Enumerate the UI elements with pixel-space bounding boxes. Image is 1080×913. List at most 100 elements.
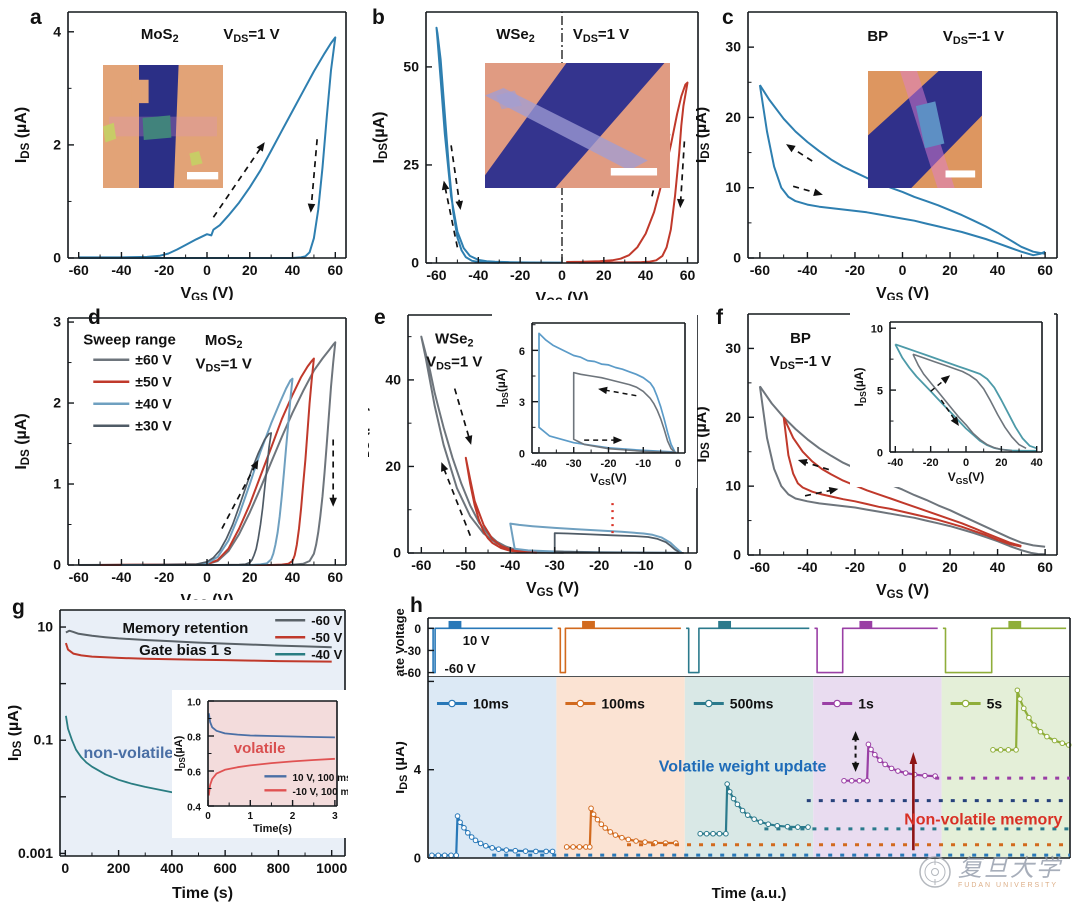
svg-text:6: 6 [519, 346, 525, 358]
svg-text:-40: -40 [468, 267, 488, 283]
chart-svg: 0 1 2 3 0.4 0.6 0.8 1.0 Time(s) IDS(µA) volatile 10… [173, 698, 355, 836]
svg-text:0: 0 [675, 458, 681, 470]
svg-text:-40: -40 [500, 557, 520, 573]
svg-text:2: 2 [53, 136, 61, 152]
svg-text:-60: -60 [750, 262, 770, 278]
svg-text:0: 0 [519, 449, 525, 461]
svg-text:0.4: 0.4 [187, 803, 201, 814]
svg-text:0: 0 [61, 860, 69, 876]
svg-text:IDS(µA): IDS(µA) [852, 368, 868, 407]
svg-text:20: 20 [942, 559, 958, 575]
svg-text:-50 V: -50 V [311, 630, 342, 645]
svg-text:MoS2: MoS2 [141, 26, 179, 45]
svg-text:IDS (µA): IDS (µA) [396, 741, 410, 794]
svg-text:2: 2 [290, 811, 296, 822]
svg-text:Gate Voltage: Gate Voltage [396, 608, 407, 677]
chart-svg: -60 -40 -20 0 20 40 60 0 10 20 30 VGS (V) IDS (µA) BP… [693, 313, 1058, 601]
svg-text:IDS (µA): IDS (µA) [8, 705, 24, 761]
chart-svg: -60-40-2002040600123VGS (V)IDS (µA)Sweep… [13, 314, 347, 611]
svg-text:40: 40 [385, 371, 401, 387]
panel-letter-g: g [12, 596, 25, 619]
panel-letter-a: a [30, 6, 42, 29]
svg-text:-60 V: -60 V [311, 613, 342, 628]
svg-text:60: 60 [1037, 559, 1053, 575]
svg-text:0: 0 [733, 250, 741, 266]
svg-text:500ms: 500ms [730, 695, 774, 711]
svg-text:-60: -60 [69, 569, 89, 585]
svg-text:VGS (V): VGS (V) [526, 580, 579, 599]
chart-svg: -40 -20 0 20 40 0 5 10 VGS(V) IDS(µA) [852, 321, 1043, 486]
chart-svg: -40 -30 -20 -10 0 0 3 6 VGS(V) IDS(µA) [494, 322, 686, 487]
svg-text:-60: -60 [411, 557, 431, 573]
panel-letter-h: h [410, 594, 423, 617]
svg-text:-40: -40 [531, 458, 547, 470]
panel-letter-b: b [372, 6, 385, 29]
chart-svg: -60 -40 -20 0 20 40 60 0 10 20 30 VGS (V) IDS (µA) BP… [693, 11, 1058, 304]
svg-text:0: 0 [393, 545, 401, 561]
watermark-english-text: FUDAN UNIVERSITY [958, 881, 1059, 889]
svg-text:-50: -50 [456, 557, 476, 573]
chart-svg: 0 -30 -60Gate Voltage 10 V -60 V [392, 608, 1071, 687]
svg-text:IDS(µA): IDS(µA) [173, 735, 187, 771]
svg-text:40: 40 [638, 267, 654, 283]
svg-text:1.0: 1.0 [187, 698, 201, 709]
svg-text:40: 40 [990, 262, 1006, 278]
svg-text:10: 10 [37, 619, 53, 635]
svg-text:60: 60 [328, 569, 344, 585]
svg-text:50: 50 [403, 58, 419, 74]
svg-text:10ms: 10ms [473, 695, 509, 711]
svg-text:0.6: 0.6 [187, 768, 201, 779]
svg-text:0: 0 [963, 457, 969, 469]
svg-text:-30: -30 [566, 458, 582, 470]
svg-text:10: 10 [725, 478, 741, 494]
svg-text:-10: -10 [634, 557, 654, 573]
svg-text:volatile: volatile [234, 740, 286, 757]
svg-text:-60: -60 [404, 666, 422, 677]
watermark: 复旦大学 FUDAN UNIVERSITY [918, 855, 1078, 889]
svg-text:1000: 1000 [316, 860, 347, 876]
svg-text:10 V: 10 V [463, 633, 490, 648]
svg-text:VDS=1 V: VDS=1 V [573, 26, 629, 45]
panel-letter-c: c [722, 6, 734, 29]
svg-text:0: 0 [205, 811, 211, 822]
svg-text:2: 2 [53, 395, 61, 411]
chart-svg: -60 -40 -20 0 20 40 60 0 2 4 VGS (V) IDS (µA) MoS2 VD… [13, 11, 347, 304]
svg-text:4: 4 [53, 23, 61, 39]
svg-text:Volatile weight update: Volatile weight update [659, 758, 827, 775]
svg-text:-20: -20 [589, 557, 609, 573]
svg-text:-20: -20 [154, 569, 174, 585]
chart-bp-sweeps: -60 -40 -20 0 20 40 60 0 10 20 30 VGS (V) IDS (µA) BP… [693, 304, 1076, 601]
svg-text:20: 20 [942, 262, 958, 278]
svg-text:20: 20 [725, 109, 741, 125]
svg-text:IDS (µA): IDS (µA) [696, 107, 712, 163]
svg-text:0: 0 [899, 262, 907, 278]
svg-text:20: 20 [596, 267, 612, 283]
svg-text:-40: -40 [887, 457, 903, 469]
svg-text:VGS (V): VGS (V) [180, 285, 233, 300]
micrograph-svg [475, 63, 670, 188]
svg-text:Non-volatile memory: Non-volatile memory [904, 812, 1062, 829]
fudan-seal-icon [919, 856, 951, 888]
svg-text:0: 0 [414, 622, 421, 636]
svg-text:5s: 5s [987, 695, 1003, 711]
svg-text:40: 40 [990, 559, 1006, 575]
svg-text:BP: BP [790, 330, 811, 347]
svg-text:1: 1 [248, 811, 254, 822]
svg-text:-60: -60 [69, 262, 89, 278]
svg-text:-40: -40 [797, 262, 817, 278]
svg-text:0: 0 [411, 255, 419, 271]
chart-volatile-inset: 0 1 2 3 0.4 0.6 0.8 1.0 Time(s) IDS(µA) volatile 10… [172, 690, 355, 838]
svg-text:IDS (µA): IDS (µA) [13, 107, 32, 163]
svg-text:-40: -40 [111, 262, 131, 278]
svg-text:1: 1 [53, 476, 61, 492]
svg-text:30: 30 [725, 39, 741, 55]
chart-svg: 0 4 Time (a.u.) IDS (µA) 10ms 100ms 500ms 1s 5s V… [391, 677, 1072, 902]
svg-text:-20: -20 [845, 559, 865, 575]
svg-text:-20: -20 [154, 262, 174, 278]
svg-text:0: 0 [733, 547, 741, 563]
chart-pulse-response: 0 4 Time (a.u.) IDS (µA) 10ms 100ms 500ms 1s 5s V… [391, 677, 1080, 913]
svg-text:60: 60 [1037, 262, 1053, 278]
chart-mos2-sweep-range: -60-40-2002040600123VGS (V)IDS (µA)Sweep… [8, 304, 360, 611]
svg-text:20: 20 [995, 457, 1007, 469]
svg-text:±50 V: ±50 V [135, 373, 172, 389]
